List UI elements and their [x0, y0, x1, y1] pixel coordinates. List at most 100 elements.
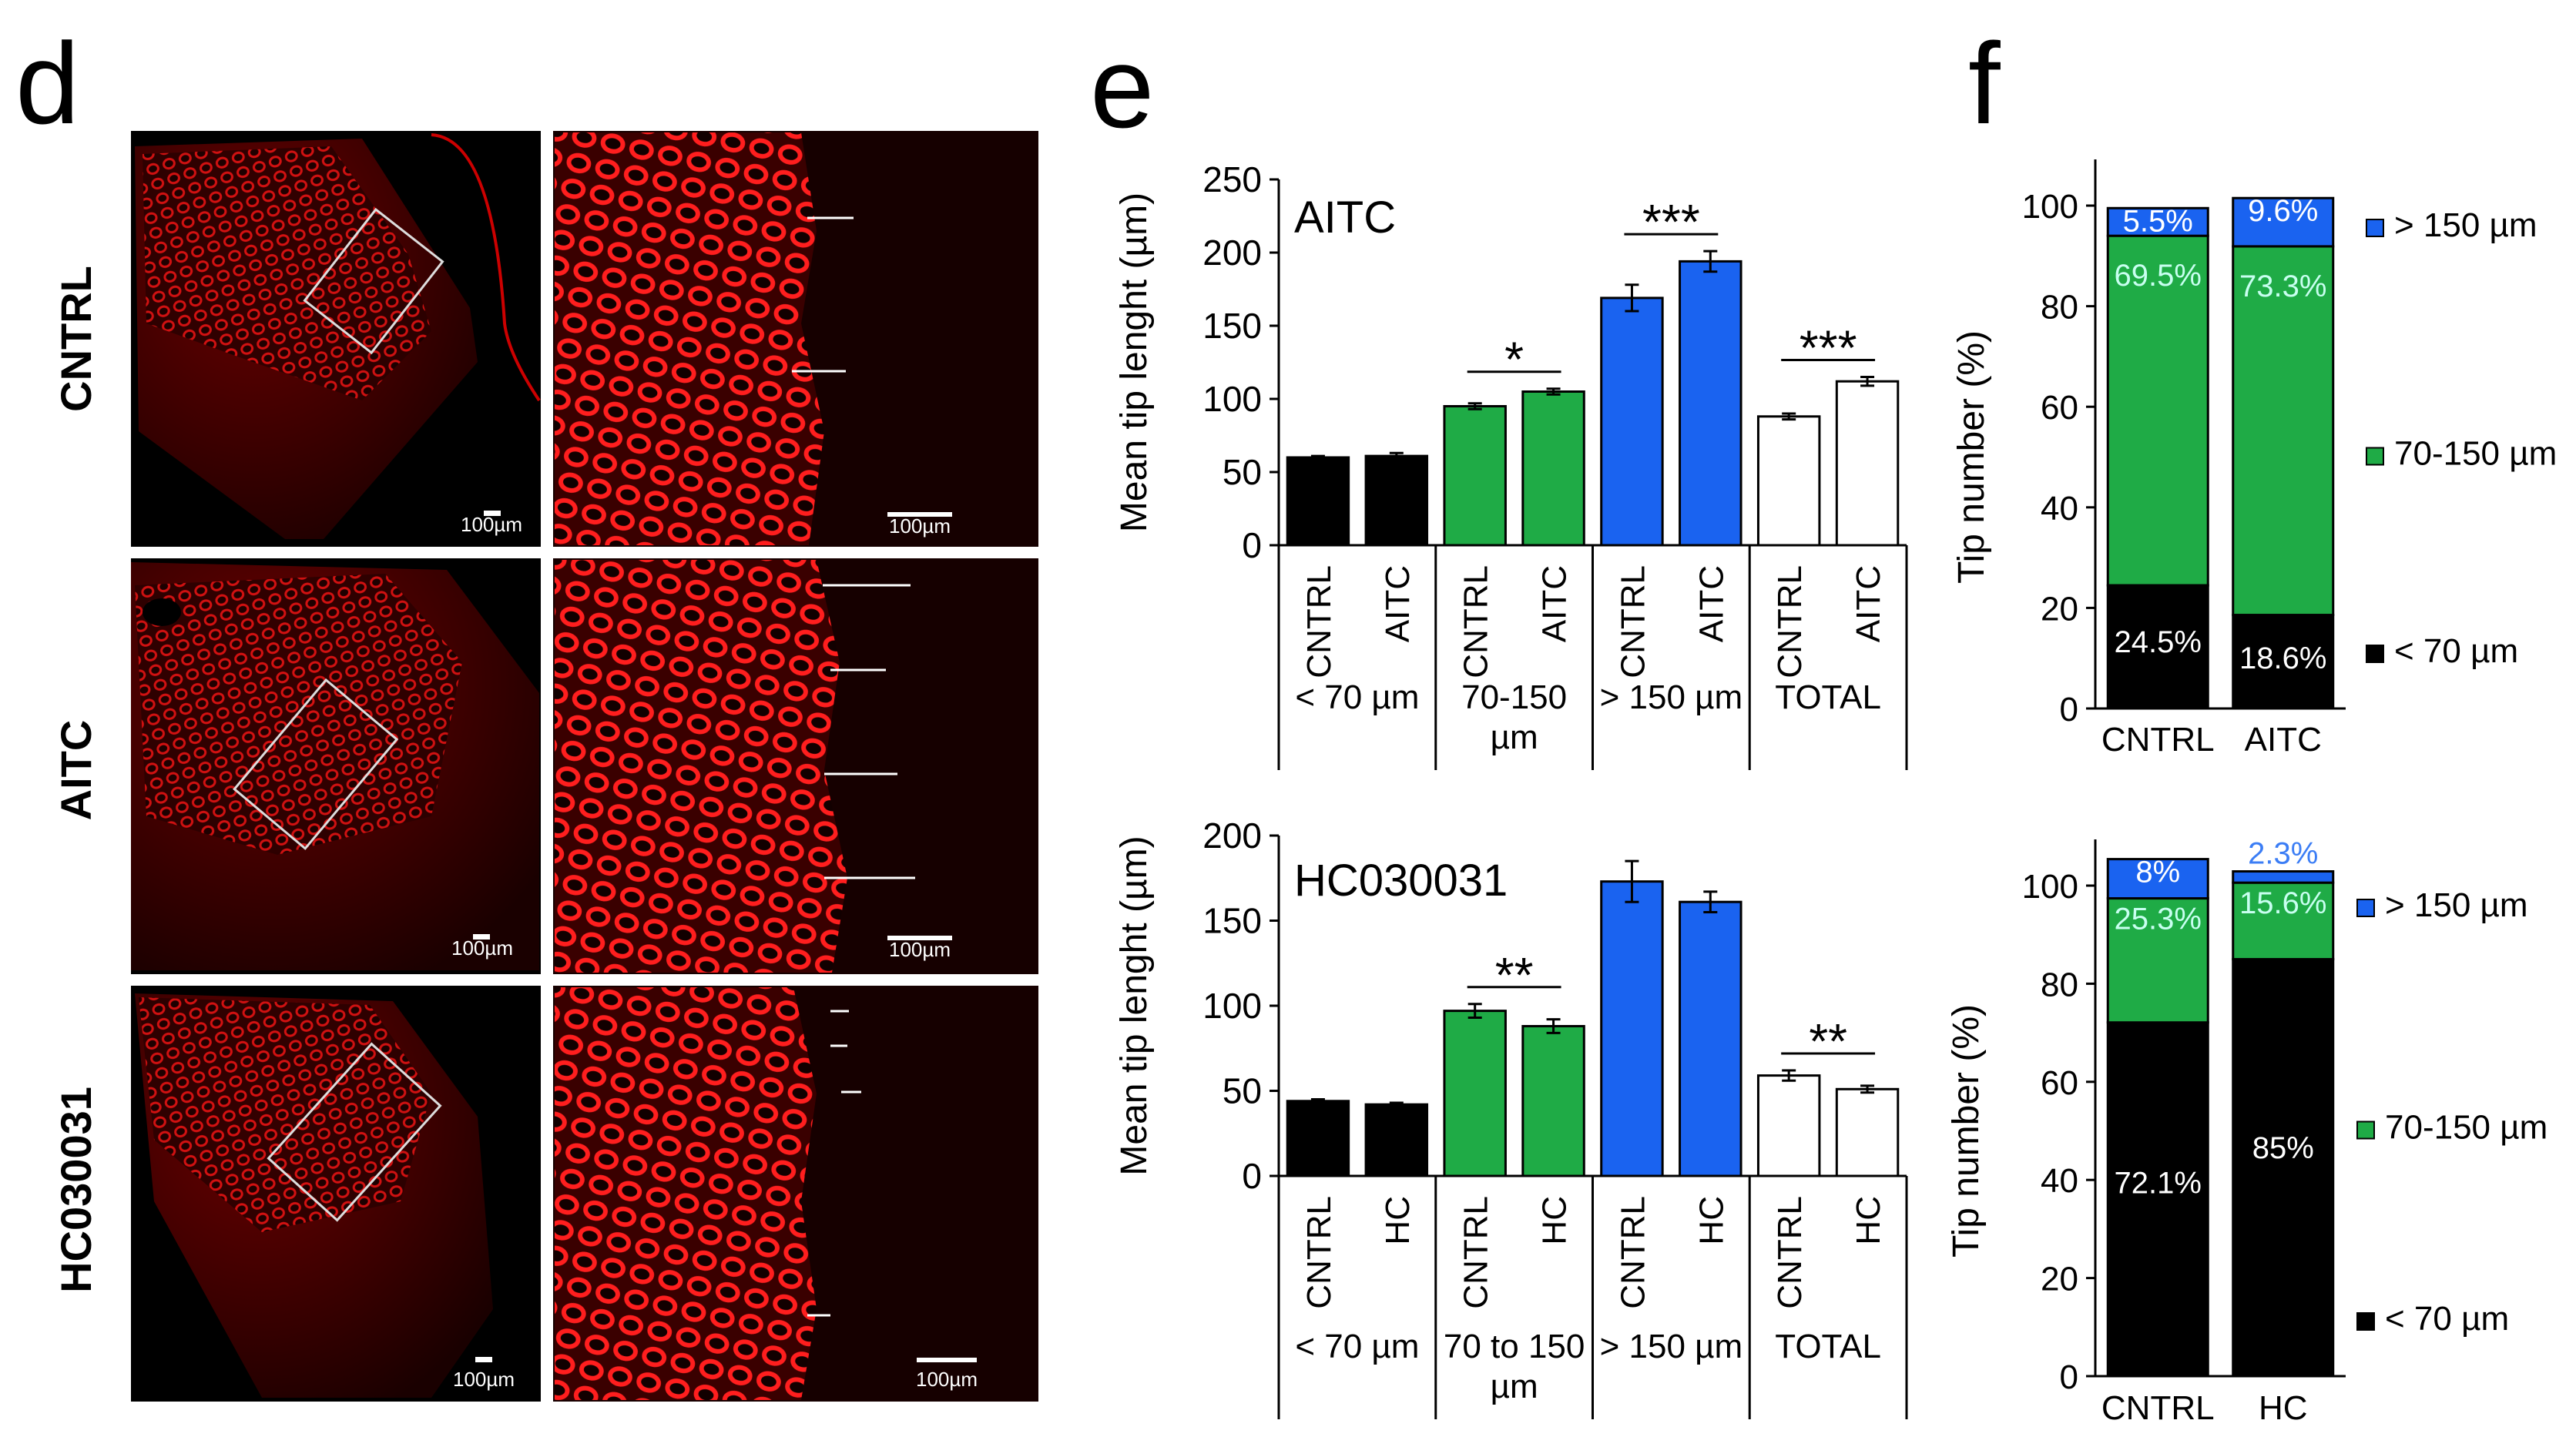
legend-swatch: [2366, 219, 2384, 237]
category-label: HC: [2259, 1389, 2308, 1427]
data-label: 9.6%: [2248, 194, 2318, 228]
category-label: AITC: [1536, 565, 1574, 642]
group-label: < 70 µm: [1295, 1328, 1419, 1365]
legend-swatch: [2356, 1312, 2375, 1331]
micrograph-aitc-overview: 100µm: [131, 558, 541, 974]
legend-swatch: [2356, 1120, 2375, 1140]
category-label: CNTRL: [2101, 1389, 2215, 1427]
group-label: > 150 µm: [1600, 1328, 1743, 1365]
category-label: CNTRL: [1457, 1196, 1495, 1309]
y-tick-label: 40: [2041, 490, 2078, 528]
stacked-segment: [2232, 614, 2335, 710]
chart-mean-tip-length-aitc: 0 50 100 150 200 250 Mean tip lenght (µm) AITC C…: [1114, 159, 1908, 770]
y-tick-label: 0: [2060, 691, 2078, 729]
data-label: 72.1%: [2115, 1166, 2202, 1200]
category-label: HC: [1850, 1196, 1887, 1245]
stacked-segment: [2232, 245, 2335, 617]
category-label: AITC: [1850, 565, 1887, 642]
stacked-segment: [2232, 958, 2335, 1378]
stacked-segment: [2232, 196, 2335, 248]
legend-label: < 70 µm: [2385, 1300, 2509, 1338]
panel-letter-f: f: [1968, 18, 2001, 148]
legend-label: > 150 µm: [2385, 886, 2528, 924]
legend-swatch: [2366, 447, 2384, 466]
y-tick-label: 50: [1223, 452, 1262, 492]
bar: [1756, 1074, 1821, 1177]
significance-label: **: [1809, 1013, 1847, 1069]
y-axis-title: Tip number (%): [1951, 330, 1992, 584]
y-tick-label: 200: [1202, 233, 1262, 273]
data-label: 69.5%: [2115, 259, 2202, 293]
y-tick-label: 0: [1242, 525, 1262, 565]
bar: [1835, 1087, 1900, 1177]
y-tick-label: 100: [2022, 188, 2078, 226]
data-label: 25.3%: [2115, 903, 2202, 936]
panel-letter-e: e: [1090, 22, 1154, 152]
category-label: HC: [1536, 1196, 1574, 1245]
y-axis-title: Mean tip lenght (µm): [1114, 836, 1155, 1175]
group-label: > 150 µm: [1600, 678, 1743, 716]
y-tick-label: 100: [1202, 379, 1262, 419]
data-label: 8%: [2135, 856, 2180, 889]
legend-label: < 70 µm: [2394, 632, 2518, 670]
category-label: HC: [1379, 1196, 1417, 1245]
significance-label: ***: [1800, 320, 1857, 376]
stacked-segment: [2232, 870, 2335, 884]
micrograph-hc030031-detail: 100µm: [553, 986, 1038, 1402]
micrograph-cntrl-detail: 100µm: [553, 131, 1038, 547]
data-label: 5.5%: [2123, 204, 2193, 238]
scale-label: 100µm: [916, 1368, 978, 1391]
category-label: CNTRL: [1771, 1196, 1809, 1309]
stacked-segment: [2106, 858, 2209, 900]
bar: [1600, 296, 1664, 547]
bar: [1521, 390, 1585, 547]
stacked-segment: [2232, 881, 2335, 961]
bar: [1443, 405, 1507, 547]
y-axis-title: Tip number (%): [1946, 1004, 1987, 1258]
chart-tip-number-hc: 0 20 40 60 80 100 Tip number (%) 72.1% 25.3% 8% CN…: [1946, 837, 2547, 1427]
stacked-segment: [2106, 206, 2209, 237]
scale-label: 100µm: [461, 513, 522, 536]
bar: [1286, 1100, 1350, 1177]
chart-annotation: HC030031: [1294, 856, 1508, 906]
y-tick-label: 100: [1202, 986, 1262, 1026]
group-label: < 70 µm: [1295, 678, 1419, 716]
y-tick-label: 80: [2041, 289, 2078, 327]
group-label: 70 to 150: [1444, 1328, 1585, 1365]
bar: [1600, 880, 1664, 1177]
y-tick-label: 150: [1202, 306, 1262, 346]
y-tick-label: 50: [1223, 1071, 1262, 1111]
category-label: CNTRL: [1457, 565, 1495, 678]
category-label: CNTRL: [2101, 721, 2215, 759]
significance-label: ***: [1642, 194, 1700, 250]
y-tick-label: 80: [2041, 966, 2078, 1003]
bar: [1443, 1010, 1507, 1177]
significance-label: **: [1495, 947, 1534, 1003]
category-label: AITC: [1692, 565, 1730, 642]
row-label-cntrl: CNTRL: [52, 266, 100, 412]
micrograph-aitc-detail: 100µm: [553, 558, 1038, 974]
y-tick-label: 20: [2041, 590, 2078, 628]
legend-label: > 150 µm: [2394, 206, 2537, 244]
scale-label: 100µm: [453, 1368, 515, 1391]
legend-label: 70-150 µm: [2394, 435, 2557, 473]
significance-label: *: [1504, 332, 1524, 387]
scale-label: 100µm: [889, 938, 951, 961]
y-tick-label: 200: [1202, 816, 1262, 856]
category-label: CNTRL: [1614, 565, 1652, 678]
stacked-segment: [2106, 234, 2209, 587]
category-label: CNTRL: [1771, 565, 1809, 678]
bar: [1756, 415, 1821, 547]
y-tick-label: 40: [2041, 1162, 2078, 1200]
scale-label: 100µm: [451, 936, 513, 960]
group-label-line2: µm: [1491, 1368, 1538, 1405]
row-label-hc030031: HC030031: [52, 1087, 100, 1293]
chart-mean-tip-length-hc030031: 0 50 100 150 200 Mean tip lenght (µm) HC030031…: [1114, 816, 1908, 1419]
y-tick-label: 0: [2060, 1358, 2078, 1396]
bar: [1364, 1103, 1429, 1177]
data-label: 2.3%: [2248, 837, 2318, 871]
legend-label: 70-150 µm: [2385, 1109, 2547, 1147]
category-label: CNTRL: [1300, 1196, 1338, 1309]
micrograph-hc030031-overview: 100µm: [131, 986, 541, 1402]
